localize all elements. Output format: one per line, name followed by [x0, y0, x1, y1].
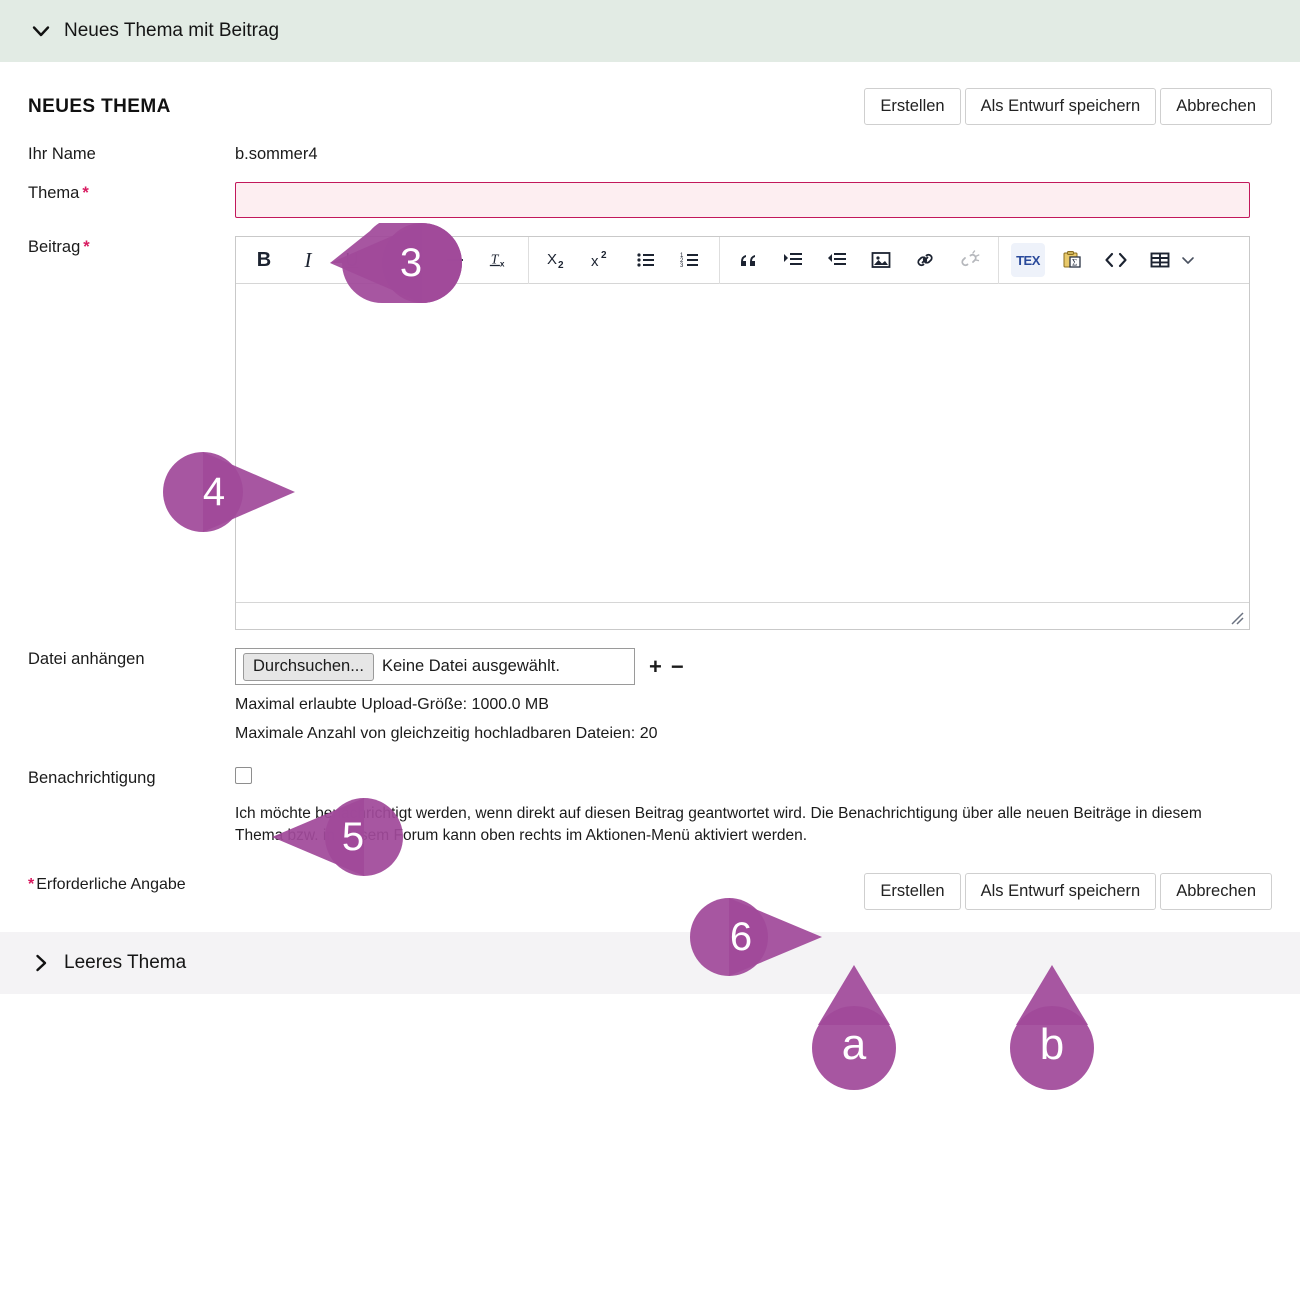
bulleted-list-icon[interactable] [629, 243, 663, 277]
table-dropdown-chevron-down-icon[interactable] [1180, 252, 1198, 268]
link-icon[interactable] [908, 243, 942, 277]
italic-icon[interactable]: I [304, 247, 312, 272]
label-beitrag-text: Beitrag [28, 238, 81, 257]
toolbar-separator-2 [528, 236, 529, 284]
field-row-benachrichtigung: Benachrichtigung Ich möchte benachrichti… [28, 767, 1272, 847]
editor-content-area[interactable] [236, 284, 1249, 603]
rich-text-editor: B I U S Tx [235, 236, 1250, 631]
numbered-list-icon[interactable]: 1 2 3 [673, 243, 707, 277]
file-input-line: Durchsuchen... Keine Datei ausgewählt. +… [235, 648, 1272, 686]
hint-upload-size: Maximal erlaubte Upload-Größe: 1000.0 MB [235, 696, 549, 714]
remove-file-icon[interactable]: − [670, 653, 684, 679]
cancel-button-bottom[interactable]: Abbrechen [1160, 873, 1272, 911]
label-thema: Thema * [28, 182, 235, 218]
save-draft-button-bottom[interactable]: Als Entwurf speichern [964, 873, 1157, 911]
editor-statusbar [236, 602, 1249, 629]
page-title: NEUES THEMA [28, 95, 171, 117]
svg-text:T: T [491, 252, 500, 267]
file-input[interactable]: Durchsuchen... Keine Datei ausgewählt. [235, 648, 635, 686]
callout-marker-b: b [1010, 965, 1094, 1090]
table-icon[interactable] [1143, 243, 1177, 277]
field-row-name: Ihr Name b.sommer4 [28, 143, 1272, 164]
value-ihr-name: b.sommer4 [235, 145, 318, 164]
field-row-thema: Thema * [28, 182, 1272, 219]
svg-text:x: x [500, 260, 505, 269]
callout-marker-4: 4 [163, 452, 295, 532]
required-asterisk-thema: * [82, 184, 89, 203]
file-selected-text: Keine Datei ausgewählt. [381, 657, 560, 676]
callout-marker-5: 5 [272, 798, 404, 876]
required-asterisk-note: * [28, 876, 35, 894]
create-button-bottom[interactable]: Erstellen [864, 873, 961, 911]
new-topic-form: NEUES THEMA Erstellen Als Entwurf speich… [0, 88, 1300, 911]
label-datei-anhaengen: Datei anhängen [28, 650, 145, 669]
create-button-top[interactable]: Erstellen [864, 88, 961, 126]
source-code-icon[interactable] [1099, 243, 1133, 277]
svg-text:3: 3 [680, 263, 684, 269]
image-icon[interactable] [864, 243, 898, 277]
blockquote-icon[interactable] [732, 243, 766, 277]
svg-text:1: 1 [680, 253, 684, 259]
field-row-datei: Datei anhängen Durchsuchen... Keine Date… [28, 648, 1272, 743]
bottom-button-group: Erstellen Als Entwurf speichern Abbreche… [860, 873, 1272, 911]
notification-checkbox[interactable] [235, 767, 252, 785]
resize-handle-icon[interactable] [1229, 610, 1245, 626]
svg-text:2: 2 [601, 250, 607, 261]
required-field-note-text: Erforderliche Angabe [36, 876, 186, 894]
required-asterisk-beitrag: * [83, 238, 90, 257]
svg-text:2: 2 [558, 260, 564, 271]
chevron-right-icon [30, 952, 52, 974]
svg-text:2: 2 [680, 258, 684, 264]
paste-formula-icon[interactable]: Σ [1055, 243, 1089, 277]
required-field-note: * Erforderliche Angabe [28, 873, 186, 894]
thema-input[interactable] [235, 182, 1250, 219]
svg-text:X: X [547, 251, 557, 268]
editor-toolbar: B I U S Tx [236, 236, 1249, 285]
unlink-icon [952, 243, 986, 277]
bold-icon[interactable]: B [256, 248, 272, 271]
callout-marker-3: 3 [330, 223, 462, 303]
section-header-label: Neues Thema mit Beitrag [64, 20, 280, 41]
label-benachrichtigung: Benachrichtigung [28, 769, 156, 788]
section-header-neues-thema-mit-beitrag[interactable]: Neues Thema mit Beitrag [0, 0, 1300, 62]
save-draft-button-top[interactable]: Als Entwurf speichern [964, 88, 1157, 126]
label-ihr-name: Ihr Name [28, 145, 96, 164]
top-button-group: Erstellen Als Entwurf speichern Abbreche… [860, 88, 1272, 126]
tex-icon[interactable]: TEX [1011, 243, 1045, 278]
label-thema-text: Thema [28, 184, 80, 203]
indent-icon[interactable] [776, 243, 810, 277]
form-title-row: NEUES THEMA Erstellen Als Entwurf speich… [28, 88, 1272, 126]
chevron-down-icon [30, 20, 52, 42]
label-beitrag: Beitrag * [28, 236, 235, 630]
tex-icon-label: TEX [1016, 252, 1040, 268]
svg-text:x: x [591, 253, 599, 270]
section-header-leeres-thema[interactable]: Leeres Thema [0, 932, 1300, 995]
svg-text:Σ: Σ [1072, 258, 1077, 268]
outdent-icon[interactable] [820, 243, 854, 277]
callout-marker-a: a [812, 965, 896, 1090]
hint-upload-count: Maximale Anzahl von gleichzeitig hochlad… [235, 725, 658, 743]
field-row-beitrag: Beitrag* B I U S [28, 236, 1272, 631]
section-header-label: Leeres Thema [64, 952, 187, 974]
add-file-icon[interactable]: + [649, 653, 662, 679]
callout-marker-6: 6 [690, 898, 822, 976]
toolbar-separator-3 [719, 236, 720, 284]
toolbar-separator-4 [998, 236, 999, 284]
cancel-button-top[interactable]: Abbrechen [1160, 88, 1272, 126]
form-bottom-row: * Erforderliche Angabe Erstellen Als Entw… [28, 873, 1272, 911]
browse-button[interactable]: Durchsuchen... [243, 652, 374, 681]
file-add-remove-controls: + − [649, 653, 693, 679]
